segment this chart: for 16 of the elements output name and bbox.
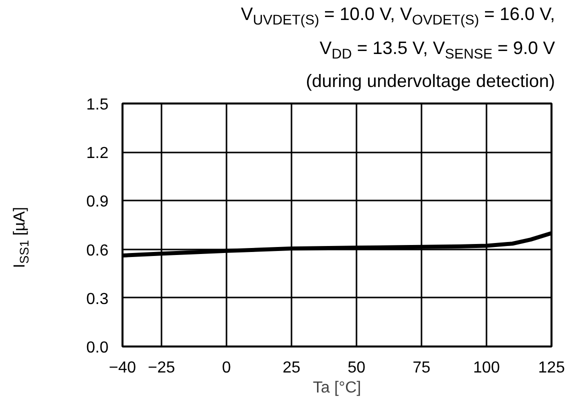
x-tick-label: 125 <box>538 360 565 376</box>
x-tick-label: 100 <box>473 360 500 376</box>
y-tick-label: 0.0 <box>86 340 109 356</box>
chart-title: V$_{UVDET(S)}$ = 10.0 V, V$_{OVDET(S)}$ = 16.0 V, V$_{DD}$ = 13.5 V, V$_{SENSE}$ = 9.0 V (during undervoltage detection) <box>240 4 555 92</box>
x-tick-label: 0 <box>222 360 232 376</box>
x-tick-label: −40 <box>108 360 136 376</box>
y-tick-label: 0.6 <box>86 242 109 260</box>
x-tick-label: −25 <box>148 360 176 376</box>
y-tick-label: 1.2 <box>86 145 109 162</box>
x-tick-label: 25 <box>282 360 300 376</box>
x-tick-label: 50 <box>348 360 366 376</box>
y-tick-label: 0.3 <box>86 290 109 308</box>
x-axis-title: Ta [°C] <box>312 380 362 396</box>
x-tick-label: 75 <box>412 360 430 376</box>
y-tick-label: 0.9 <box>86 194 109 211</box>
y-tick-label: 1.5 <box>86 96 109 114</box>
